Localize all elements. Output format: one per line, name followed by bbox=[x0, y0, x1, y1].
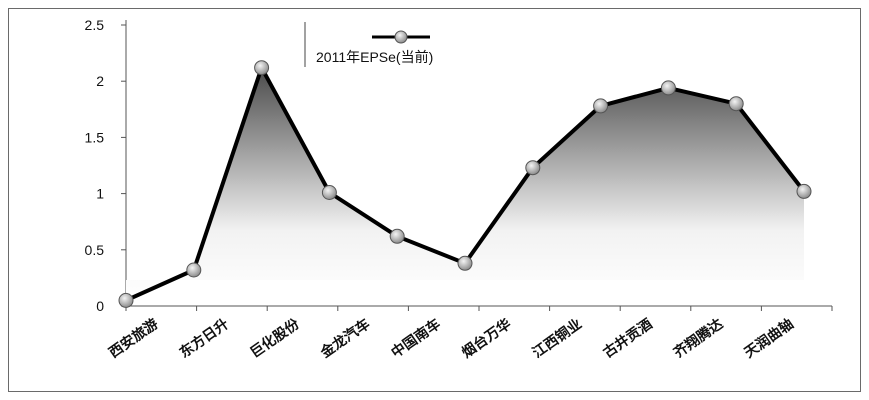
series-points bbox=[118, 60, 812, 308]
x-category-label: 天润曲轴 bbox=[741, 315, 797, 361]
legend-series-name: 2011年EPSe(当前) bbox=[316, 49, 433, 65]
data-point bbox=[186, 262, 202, 278]
data-point bbox=[525, 160, 541, 176]
x-category-label: 烟台万华 bbox=[459, 315, 515, 361]
y-axis-ticks: 0 0.5 1 1.5 2 2.5 bbox=[85, 17, 126, 314]
data-point bbox=[660, 80, 676, 96]
series-area-fill bbox=[126, 67, 804, 301]
data-point bbox=[593, 98, 609, 114]
data-point bbox=[389, 228, 405, 244]
legend-marker-swatch bbox=[394, 30, 408, 44]
data-point bbox=[118, 292, 134, 308]
y-tick-label: 2 bbox=[96, 73, 104, 89]
data-point bbox=[254, 60, 270, 76]
x-category-label: 中国南车 bbox=[388, 315, 444, 361]
x-category-label: 金龙汽车 bbox=[317, 315, 373, 362]
x-category-label: 古井贡酒 bbox=[600, 315, 656, 361]
data-point bbox=[457, 255, 473, 271]
x-category-label: 江西铜业 bbox=[529, 315, 585, 361]
data-point bbox=[321, 185, 337, 200]
y-tick-label: 0 bbox=[96, 298, 104, 314]
x-axis-labels: 西安旅游 东方日升 巨化股份 金龙汽车 中国南车 烟台万华 江西铜业 古井贡酒 齐翔腾达 天润曲轴 bbox=[106, 315, 797, 362]
y-tick-label: 0.5 bbox=[85, 242, 105, 258]
y-tick-label: 1 bbox=[96, 186, 104, 202]
y-tick-label: 2.5 bbox=[85, 17, 105, 33]
x-category-label: 东方日升 bbox=[176, 315, 232, 361]
x-category-label: 西安旅游 bbox=[106, 315, 162, 361]
y-tick-label: 1.5 bbox=[85, 129, 105, 145]
legend: 2011年EPSe(当前) bbox=[304, 22, 433, 67]
x-axis-ticks bbox=[125, 306, 833, 311]
x-category-label: 齐翔腾达 bbox=[670, 315, 726, 361]
x-category-label: 巨化股份 bbox=[247, 315, 303, 362]
data-point bbox=[796, 183, 812, 199]
data-point bbox=[728, 96, 744, 112]
